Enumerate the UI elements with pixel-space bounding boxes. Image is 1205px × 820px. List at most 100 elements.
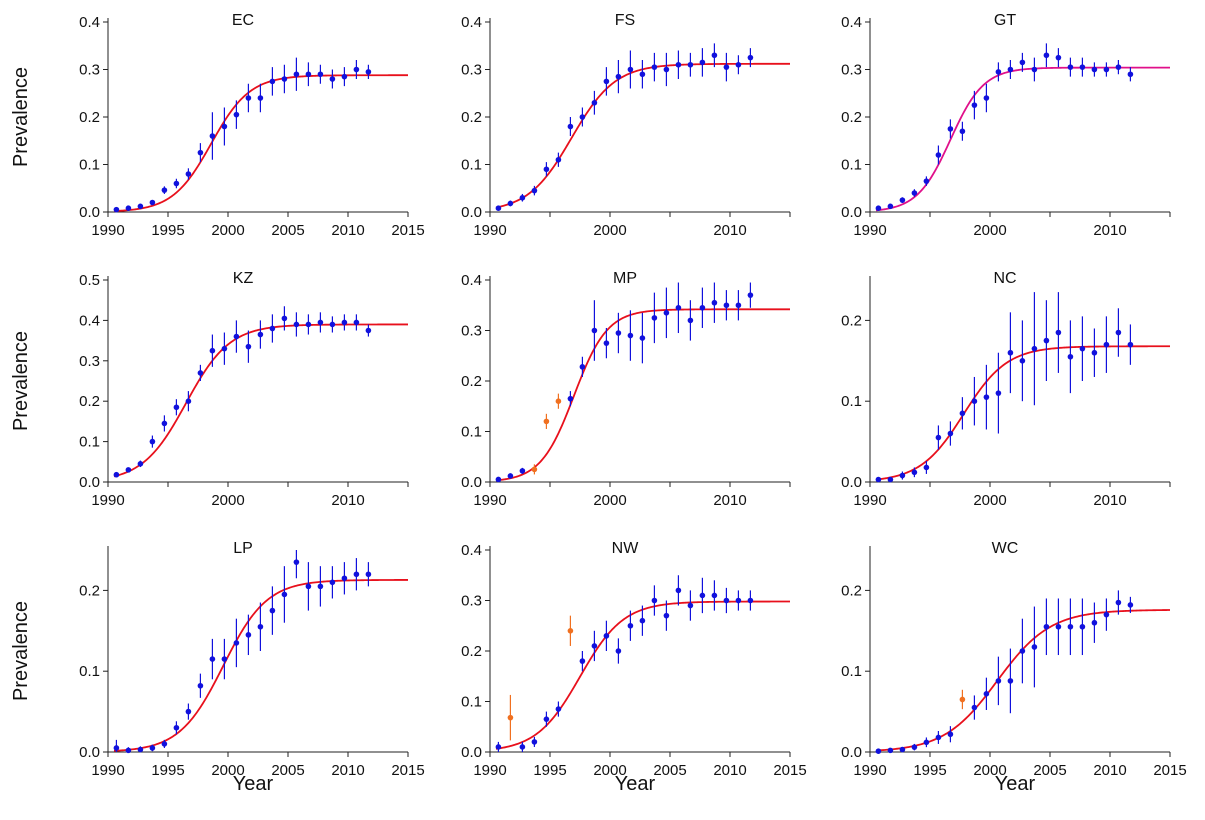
data-point — [1031, 644, 1038, 650]
y-tick-label: 0.2 — [841, 312, 862, 329]
data-point — [687, 602, 694, 609]
data-point — [137, 746, 144, 753]
data-point — [699, 304, 706, 311]
data-point — [995, 678, 1002, 684]
data-point — [591, 99, 598, 106]
data-point — [113, 471, 120, 478]
data-point — [747, 597, 754, 604]
y-tick-label: 0.4 — [461, 14, 482, 31]
data-point — [935, 152, 942, 158]
data-point — [1067, 353, 1074, 360]
data-point — [329, 76, 336, 82]
data-point — [173, 724, 180, 731]
panel-title: EC — [232, 12, 254, 29]
data-point — [257, 95, 264, 101]
data-point — [1103, 66, 1110, 73]
x-tick-label: 1995 — [151, 222, 184, 239]
x-tick-label: 2000 — [211, 762, 244, 779]
data-point — [1055, 54, 1062, 61]
data-point — [995, 390, 1002, 396]
y-tick-label: 0.3 — [841, 62, 862, 79]
x-tick-label: 2000 — [211, 222, 244, 239]
x-tick-label: 2000 — [211, 492, 244, 509]
data-point — [507, 473, 514, 479]
y-tick-label: 0.0 — [461, 744, 482, 761]
y-tick-label: 0.3 — [461, 593, 482, 610]
y-tick-label: 0.1 — [79, 434, 100, 451]
x-tick-label: 2010 — [331, 762, 364, 779]
x-tick-label: 1995 — [913, 762, 946, 779]
x-tick-label: 2000 — [593, 762, 626, 779]
y-tick-label: 0.0 — [79, 744, 100, 761]
data-point — [875, 476, 882, 483]
panel-gt: 0.0 0.1 0.2 0.3 0.4 1990 2000 2010 GT — [841, 12, 1171, 239]
data-point — [209, 347, 216, 354]
data-point — [591, 327, 598, 334]
data-point — [1043, 623, 1050, 630]
y-tick-label: 0.0 — [841, 204, 862, 221]
data-point — [329, 579, 336, 586]
data-point — [221, 123, 228, 130]
data-point — [1127, 341, 1134, 348]
fit-curve — [495, 308, 790, 482]
data-point — [1031, 66, 1038, 73]
data-point — [221, 656, 228, 662]
data-point — [675, 61, 682, 68]
data-point — [353, 571, 360, 578]
data-point — [281, 76, 288, 82]
y-tick-label: 0.0 — [461, 474, 482, 491]
data-point — [627, 332, 634, 339]
data-point — [519, 194, 526, 201]
data-point — [1115, 329, 1122, 336]
data-point — [495, 476, 502, 483]
panel-title: FS — [615, 12, 635, 29]
data-point — [923, 739, 930, 746]
data-point — [543, 716, 550, 722]
panel-nw: 0.0 0.1 0.2 0.3 0.4 1990 1995 2000 2005 2010 2015 N… — [461, 540, 807, 779]
data-point — [1055, 623, 1062, 630]
data-point — [555, 156, 562, 163]
data-point — [579, 364, 586, 370]
data-point — [1007, 678, 1014, 684]
data-point — [197, 370, 204, 376]
data-point — [615, 73, 622, 80]
x-axis-label: Year — [615, 773, 656, 795]
x-tick-label: 1990 — [473, 222, 506, 239]
data-point — [233, 111, 240, 118]
data-point — [125, 467, 132, 473]
y-tick-label: 0.3 — [461, 62, 482, 79]
data-point — [1091, 619, 1098, 626]
data-point — [137, 203, 144, 210]
data-point — [1103, 611, 1110, 618]
y-tick-label: 0.4 — [79, 14, 100, 31]
data-point — [519, 744, 526, 750]
data-point — [281, 315, 288, 322]
x-tick-label: 2010 — [1093, 762, 1126, 779]
data-point — [185, 708, 192, 715]
x-tick-label: 2000 — [973, 492, 1006, 509]
data-point — [257, 331, 264, 338]
data-point — [675, 587, 682, 594]
data-point — [699, 59, 706, 66]
data-point — [269, 78, 276, 85]
data-point — [1019, 648, 1026, 654]
panel-lp: 0.0 0.1 0.2 1990 1995 2000 2005 2010 2015 LP — [79, 540, 425, 779]
data-point — [221, 345, 228, 352]
x-tick-label: 1995 — [151, 762, 184, 779]
data-point — [735, 302, 742, 309]
data-point — [197, 682, 204, 689]
data-point — [1115, 64, 1122, 70]
data-point — [711, 299, 718, 306]
y-axis-label: Prevalence — [10, 601, 32, 701]
data-point — [639, 335, 646, 341]
data-point — [245, 95, 252, 101]
data-point — [317, 319, 324, 326]
data-point — [875, 205, 882, 211]
data-point — [1043, 52, 1050, 59]
data-point — [365, 571, 372, 578]
data-point — [1079, 64, 1086, 70]
data-point — [293, 71, 300, 78]
data-point — [675, 304, 682, 311]
data-point — [603, 78, 610, 85]
outlier-point — [507, 714, 514, 721]
